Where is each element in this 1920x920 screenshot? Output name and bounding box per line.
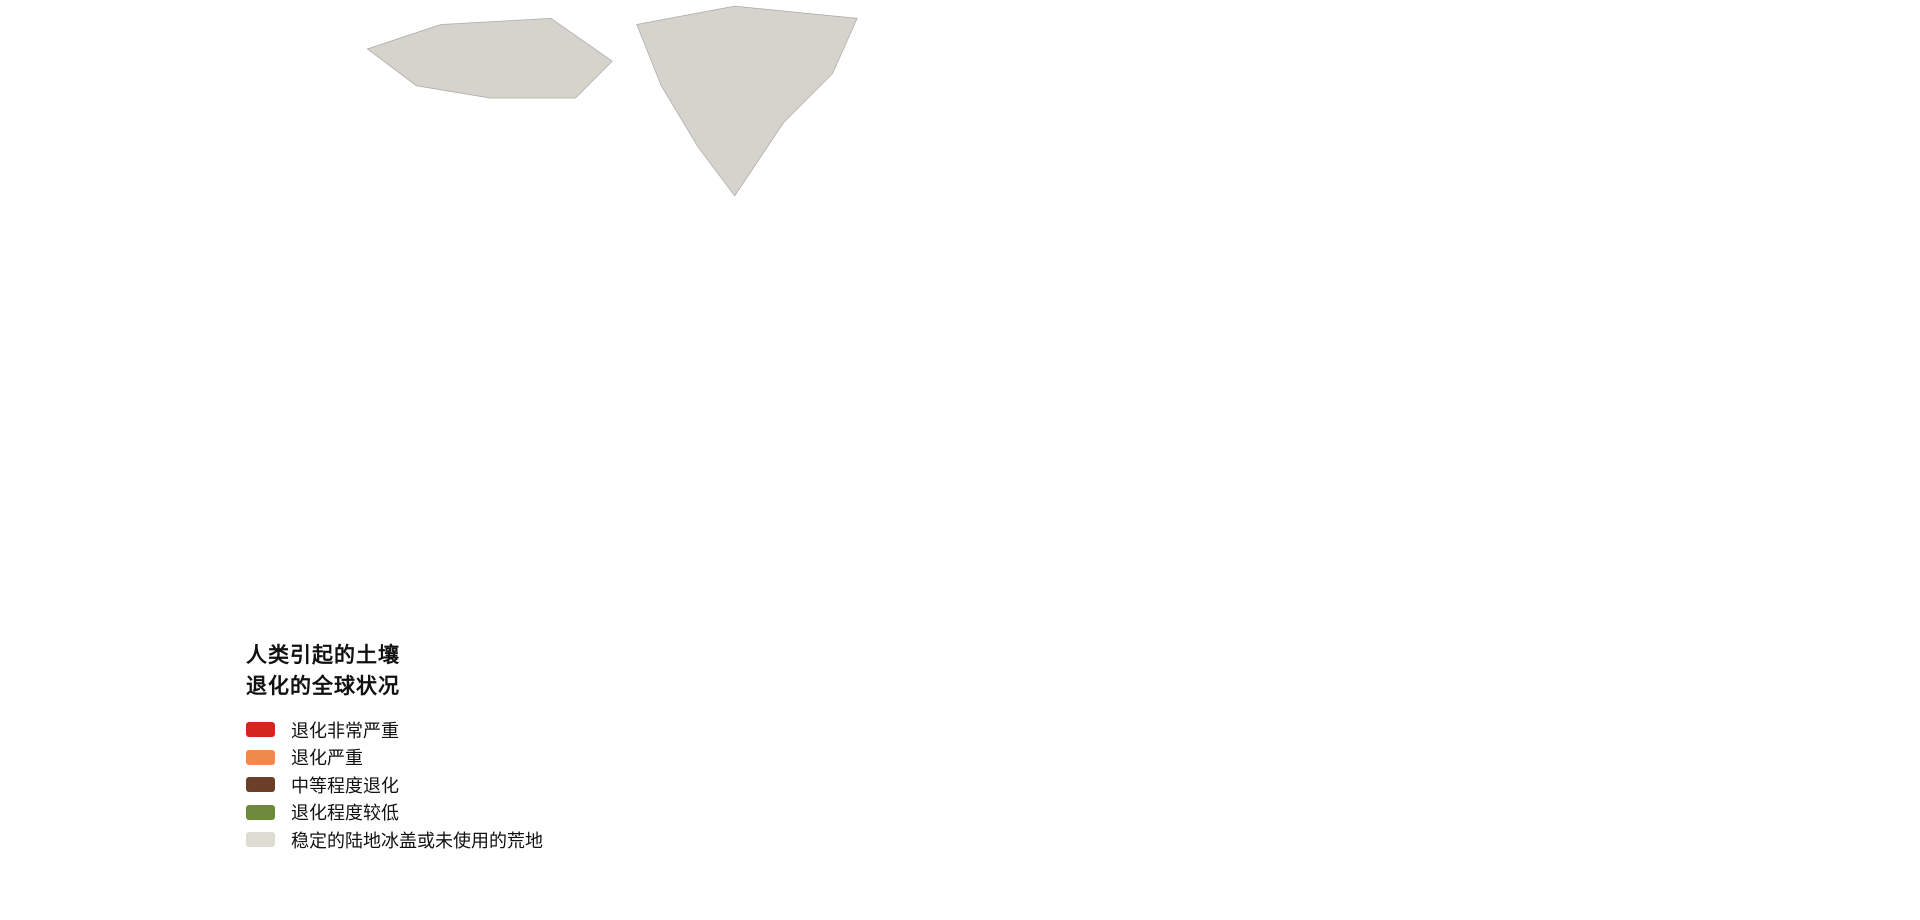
legend-item-very-severe: 退化非常严重 xyxy=(246,716,543,744)
legend-list: 退化非常严重 退化严重 中等程度退化 退化程度较低 稳定的陆地冰盖或未使用的荒地 xyxy=(246,716,543,854)
legend-label: 稳定的陆地冰盖或未使用的荒地 xyxy=(291,830,543,852)
legend-swatch xyxy=(246,804,275,820)
legend-title-line2: 退化的全球状况 xyxy=(246,674,400,698)
legend-label: 退化程度较低 xyxy=(291,803,399,825)
map-legend: 人类引起的土壤 退化的全球状况 退化非常严重 退化严重 中等程度退化 退化程度较… xyxy=(246,640,543,854)
legend-item-low: 退化程度较低 xyxy=(246,799,543,827)
legend-swatch xyxy=(246,832,275,848)
legend-swatch xyxy=(246,777,275,793)
legend-title-line1: 人类引起的土壤 xyxy=(246,643,400,667)
legend-item-severe: 退化严重 xyxy=(246,744,543,772)
legend-title: 人类引起的土壤 退化的全球状况 xyxy=(246,640,543,702)
legend-label: 退化严重 xyxy=(291,748,363,770)
legend-label: 退化非常严重 xyxy=(291,720,399,742)
greenland xyxy=(366,5,858,197)
legend-swatch xyxy=(246,749,275,765)
legend-item-moderate: 中等程度退化 xyxy=(246,771,543,799)
legend-label: 中等程度退化 xyxy=(291,775,399,797)
legend-item-stable: 稳定的陆地冰盖或未使用的荒地 xyxy=(246,826,543,854)
legend-swatch xyxy=(246,722,275,738)
